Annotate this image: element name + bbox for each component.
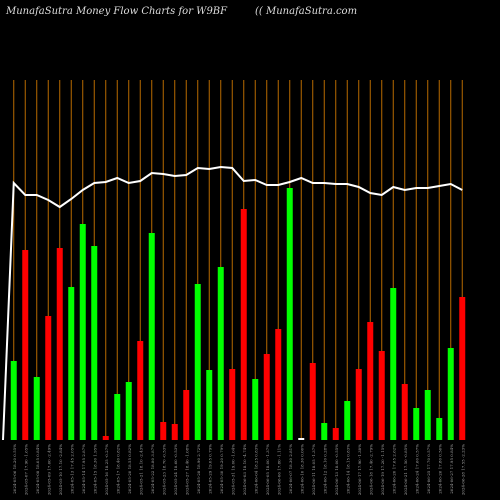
- bar: [252, 379, 259, 440]
- bar: [68, 287, 75, 440]
- money-flow-line: [2, 165, 463, 441]
- x-tick-label: 2024-05-16 18.25 -0.27%: [104, 444, 109, 495]
- x-tick-label: 2024-06-05 18.00 -1.37%: [265, 444, 270, 495]
- x-tick-label: 2024-06-27 17.95 0.84%: [449, 444, 454, 494]
- bar: [148, 233, 155, 440]
- x-tick-label: 2024-05-14 17.95 2.87%: [81, 444, 86, 494]
- bar: [436, 418, 443, 440]
- x-tick-label: 2024-05-24 18.60 -0.53%: [173, 444, 178, 495]
- bar: [240, 209, 247, 440]
- bar: [355, 369, 362, 440]
- x-tick-label: 2024-05-28 18.90 2.72%: [196, 444, 201, 494]
- x-tick-label: 2024-06-13 18.00 -0.55%: [334, 444, 339, 495]
- x-tick-label: 2024-06-24 17.60 0.57%: [414, 444, 419, 494]
- x-tick-label: 2024-06-25 17.70 0.57%: [426, 444, 431, 494]
- bar: [160, 422, 167, 440]
- x-tick-label: 2024-05-07 17.90 -1.65%: [23, 444, 28, 495]
- x-tick-label: 2024-06-06 17.80 -1.11%: [276, 444, 281, 495]
- bar: [424, 390, 431, 440]
- x-tick-label: 2024-05-29 19.05 0.79%: [207, 444, 212, 494]
- bar: [413, 408, 420, 440]
- bar: [286, 188, 293, 440]
- x-tick-label: 2024-05-27 18.40 -1.08%: [184, 444, 189, 495]
- bar: [56, 248, 63, 440]
- x-tick-label: 2024-05-22 18.80 3.87%: [150, 444, 155, 494]
- x-tick-label: 2024-06-19 17.20 -1.15%: [380, 444, 385, 495]
- bar: [263, 354, 270, 440]
- bar: [137, 341, 144, 440]
- bar: [183, 390, 190, 440]
- x-tick-label: 2024-06-10 18.30 0.00%: [299, 444, 304, 494]
- x-tick-label: 2024-06-11 18.05 -1.37%: [311, 444, 316, 495]
- bar: [217, 267, 224, 440]
- bar: [298, 438, 305, 440]
- x-tick-label: 2024-05-17 18.40 0.82%: [115, 444, 120, 494]
- bar: [22, 250, 29, 440]
- x-tick-label: 2024-06-18 17.40 -2.79%: [368, 444, 373, 495]
- bar: [459, 297, 466, 440]
- bar: [206, 370, 213, 440]
- bar: [321, 423, 328, 440]
- bar: [171, 424, 178, 440]
- bar: [447, 348, 454, 440]
- bar: [390, 288, 397, 440]
- x-tick-label: 2024-06-17 17.90 -1.38%: [357, 444, 362, 495]
- bar: [367, 322, 374, 440]
- x-tick-label: 2024-06-07 18.30 2.81%: [288, 444, 293, 494]
- x-tick-label: 2024-05-09 17.60 -2.49%: [46, 444, 51, 495]
- x-tick-label: 2024-05-30 19.20 0.79%: [219, 444, 224, 494]
- x-tick-label: 2024-05-21 18.10 -2.43%: [138, 444, 143, 495]
- x-tick-label: 2024-06-20 17.65 2.62%: [391, 444, 396, 494]
- bar: [125, 382, 132, 440]
- bar: [194, 284, 201, 440]
- x-tick-label: 2024-06-04 18.25 0.83%: [253, 444, 258, 494]
- bar: [79, 224, 86, 440]
- bar: [401, 384, 408, 440]
- x-tick-label: 2024-06-26 17.80 0.56%: [437, 444, 442, 494]
- bar: [91, 246, 98, 440]
- bar: [344, 401, 351, 440]
- x-tick-label: 2024-05-23 18.70 -0.53%: [161, 444, 166, 495]
- bar: [45, 316, 52, 440]
- x-tick-label: 2024-05-13 17.45 2.05%: [69, 444, 74, 494]
- bar: [229, 369, 236, 440]
- bar: [102, 436, 109, 440]
- bar: [33, 377, 40, 440]
- x-tick-label: 2024-06-03 18.10 -4.74%: [242, 444, 247, 495]
- bar: [10, 361, 17, 440]
- bar: [275, 329, 282, 440]
- x-tick-label: 2024-05-31 19.00 -1.04%: [230, 444, 235, 495]
- chart-subtitle: (( MunafaSutra.com: [255, 6, 357, 17]
- x-tick-label: 2024-05-20 18.55 0.82%: [127, 444, 132, 494]
- x-tick-label: 2024-06-21 17.50 -0.85%: [403, 444, 408, 495]
- x-tick-label: 2024-06-12 18.10 0.28%: [322, 444, 327, 494]
- x-tick-label: 2024-06-28 17.55 -2.23%: [460, 444, 465, 495]
- x-tick-label: 2024-05-08 18.05 0.84%: [35, 444, 40, 494]
- chart-title: MunafaSutra Money Flow Charts for W9BF: [5, 6, 228, 17]
- bar: [332, 428, 339, 440]
- x-tick-label: 2024-05-15 18.30 1.95%: [92, 444, 97, 494]
- bar: [378, 351, 385, 440]
- x-tick-label: 2024-05-10 17.10 -2.84%: [58, 444, 63, 495]
- x-tick-label: 2024-05-06 18.20 0.55%: [12, 444, 17, 494]
- bar: [309, 363, 316, 440]
- x-tick-label: 2024-06-14 18.15 0.83%: [345, 444, 350, 494]
- bar: [114, 394, 121, 440]
